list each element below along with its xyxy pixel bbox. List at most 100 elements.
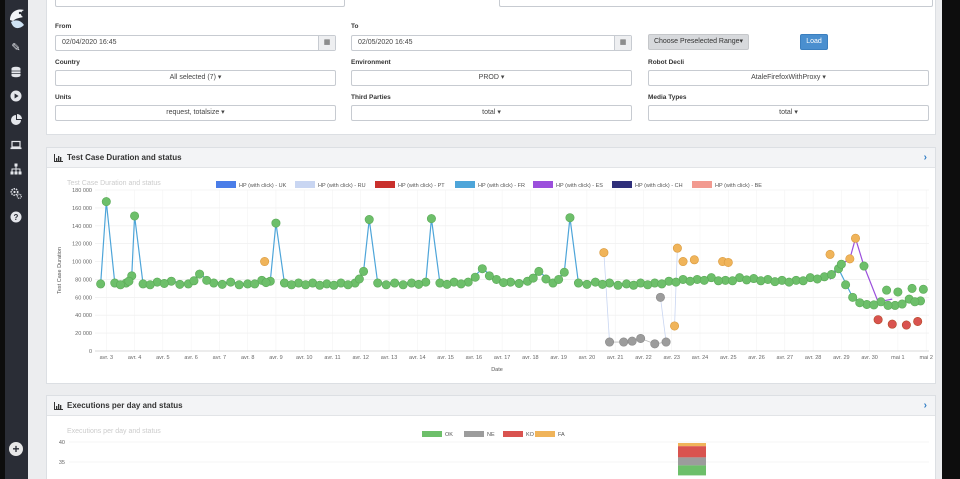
legend-swatch <box>692 181 712 188</box>
data-point <box>477 264 487 274</box>
play-icon[interactable] <box>10 90 22 102</box>
data-point <box>315 280 325 290</box>
country-label: Country <box>55 59 80 66</box>
laptop-icon[interactable] <box>10 139 22 151</box>
status-point <box>859 261 869 271</box>
data-point <box>554 274 564 284</box>
x-tick-label: avr. 23 <box>663 355 680 361</box>
data-point <box>398 280 408 290</box>
data-point <box>414 279 424 289</box>
legend-swatch <box>295 181 315 188</box>
environment-select[interactable]: PROD ▾ <box>351 70 632 86</box>
data-point <box>426 214 436 224</box>
legend-swatch <box>612 181 632 188</box>
drop-line <box>674 248 678 326</box>
data-point <box>742 275 752 285</box>
data-point <box>115 280 125 290</box>
to-date-input[interactable]: 02/05/2020 16:45 ▦ <box>351 35 632 51</box>
duration-chart[interactable]: HP (with click) - UK HP (with click) - RU… <box>47 170 935 384</box>
status-point <box>670 321 680 331</box>
help-icon[interactable]: ? <box>10 211 22 223</box>
status-point <box>650 339 660 349</box>
from-date-input[interactable]: 02/04/2020 16:45 ▦ <box>55 35 336 51</box>
status-point <box>845 254 855 264</box>
status-point <box>901 320 911 330</box>
executions-chart[interactable]: OK NE KO FA 40 35 <box>47 418 935 479</box>
x-tick-label: avr. 14 <box>409 355 426 361</box>
data-point <box>597 279 607 289</box>
data-point <box>826 270 836 280</box>
previous-field-right[interactable] <box>499 0 933 7</box>
database-icon[interactable] <box>10 66 22 78</box>
calendar-icon[interactable]: ▦ <box>318 36 335 50</box>
cogs-icon[interactable] <box>10 187 22 199</box>
status-point <box>661 337 671 347</box>
y-tick-label: 60 000 <box>75 295 92 301</box>
y-tick-label: 100 000 <box>72 260 92 266</box>
previous-field[interactable] <box>55 0 345 7</box>
window-frame-right <box>942 0 960 479</box>
y-tick-label: 140 000 <box>72 224 92 230</box>
panel-header[interactable]: Test Case Duration and status › <box>47 148 935 168</box>
status-point <box>627 336 637 346</box>
calendar-icon[interactable]: ▦ <box>614 36 631 50</box>
sitemap-icon[interactable] <box>10 163 22 175</box>
status-point <box>893 287 903 297</box>
robot-label: Robot Decli <box>648 59 685 66</box>
data-point <box>101 197 111 207</box>
data-point <box>699 275 709 285</box>
data-point <box>456 279 466 289</box>
y-tick-label: 160 000 <box>72 206 92 212</box>
chevron-right-icon[interactable]: › <box>923 400 927 411</box>
to-label: To <box>351 23 359 30</box>
data-point <box>534 266 544 276</box>
x-tick-label: avr. 5 <box>156 355 169 361</box>
data-point <box>96 279 106 289</box>
data-point <box>189 276 199 286</box>
data-point <box>359 266 369 276</box>
add-icon[interactable]: + <box>9 442 23 456</box>
panel-header[interactable]: Executions per day and status › <box>47 396 935 416</box>
x-tick-label: avr. 28 <box>805 355 822 361</box>
robot-select[interactable]: AtaleFirefoxWithProxy ▾ <box>648 70 929 86</box>
data-point <box>354 274 364 284</box>
legend-swatch <box>503 431 523 437</box>
legend-swatch <box>533 181 553 188</box>
x-tick-label: avr. 20 <box>579 355 596 361</box>
media-types-select[interactable]: total ▾ <box>648 105 929 121</box>
edit-icon[interactable]: ✎ <box>11 42 21 54</box>
y-tick-label: 180 000 <box>72 188 92 194</box>
x-tick-label: avr. 30 <box>861 355 878 361</box>
panel-title: Executions per day and status <box>67 401 183 410</box>
chevron-right-icon[interactable]: › <box>923 152 927 163</box>
preset-range-button[interactable]: Choose Preselected Range▾ <box>648 34 749 50</box>
data-point <box>234 280 244 290</box>
logo-icon[interactable] <box>7 6 27 32</box>
data-point <box>629 280 639 290</box>
load-button[interactable]: Load <box>800 34 828 50</box>
x-tick-label: avr. 4 <box>128 355 141 361</box>
data-point <box>343 280 353 290</box>
legend-label: HP (with click) - FR <box>478 183 525 189</box>
data-point <box>910 297 920 307</box>
third-parties-select[interactable]: total ▾ <box>351 105 632 121</box>
data-point <box>770 277 780 287</box>
svg-text:?: ? <box>14 213 19 222</box>
data-point <box>671 277 681 287</box>
bar-segment <box>678 446 706 458</box>
data-point <box>484 271 494 281</box>
country-select[interactable]: All selected (7) ▾ <box>55 70 336 86</box>
x-tick-label: avr. 6 <box>184 355 197 361</box>
data-point <box>582 279 592 289</box>
data-point <box>373 278 383 288</box>
data-point <box>271 218 281 228</box>
data-point <box>897 299 907 309</box>
x-tick-label: avr. 25 <box>720 355 737 361</box>
pie-chart-icon[interactable] <box>10 114 22 126</box>
status-point <box>689 255 699 265</box>
drop-line <box>603 252 610 343</box>
from-date-value: 02/04/2020 16:45 <box>62 39 117 46</box>
units-select[interactable]: request, totalsize ▾ <box>55 105 336 121</box>
x-tick-label: avr. 12 <box>352 355 369 361</box>
x-tick-label: avr. 18 <box>522 355 539 361</box>
